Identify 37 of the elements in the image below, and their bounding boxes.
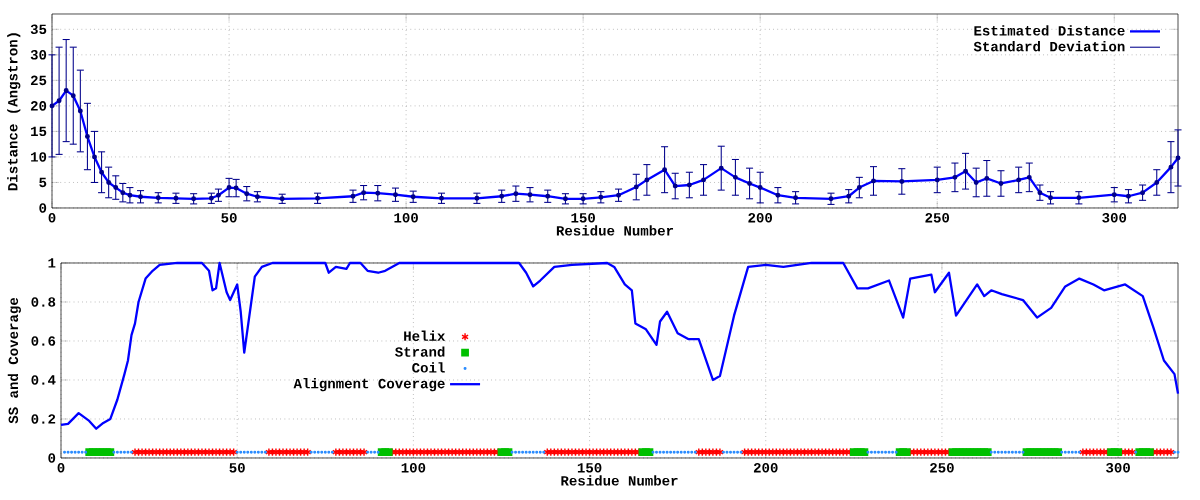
x-axis-title: Residue Number [556,225,674,236]
legend-label: Coil [412,362,445,373]
x-tick-label: 200 [753,463,778,473]
legend-label: Standard Deviation [973,41,1125,52]
y-axis-title: Distance (Angstron) [7,33,21,191]
x-axis-title: Residue Number [561,475,678,486]
x-tick-label: 300 [1106,463,1130,473]
y-tick-label: 5 [39,177,47,188]
x-tick-label: 50 [229,463,245,473]
y-tick-label: 0.6 [31,336,56,346]
x-tick-label: 100 [401,463,426,473]
y-axis-title: SS and Coverage [7,297,21,424]
legend-label: Estimated Distance [974,25,1125,36]
legend-label: Helix [404,330,446,341]
x-tick-label: 0 [57,463,65,473]
x-tick-label: 150 [571,213,595,223]
y-tick-label: 10 [31,152,47,162]
y-tick-label: 0 [39,203,47,213]
y-tick-label: 25 [30,75,47,86]
legend-label: Alignment Coverage [293,378,445,392]
x-tick-label: 100 [394,213,418,223]
y-tick-label: 35 [30,24,47,35]
y-tick-label: 0.4 [31,375,56,385]
x-tick-label: 150 [577,463,602,473]
x-tick-label: 300 [1102,213,1127,223]
y-tick-label: 20 [30,101,47,111]
y-tick-label: 0.8 [31,297,56,307]
y-tick-label: 0 [48,453,56,463]
legend-label: Strand [395,346,445,357]
y-tick-label: 1 [48,258,56,268]
y-tick-label: 30 [30,50,47,60]
y-tick-label: 15 [31,126,47,137]
x-tick-label: 50 [221,213,237,223]
x-tick-label: 200 [748,213,773,223]
y-tick-label: 0.2 [31,414,56,424]
x-tick-label: 250 [925,213,950,223]
x-tick-label: 250 [930,463,954,473]
